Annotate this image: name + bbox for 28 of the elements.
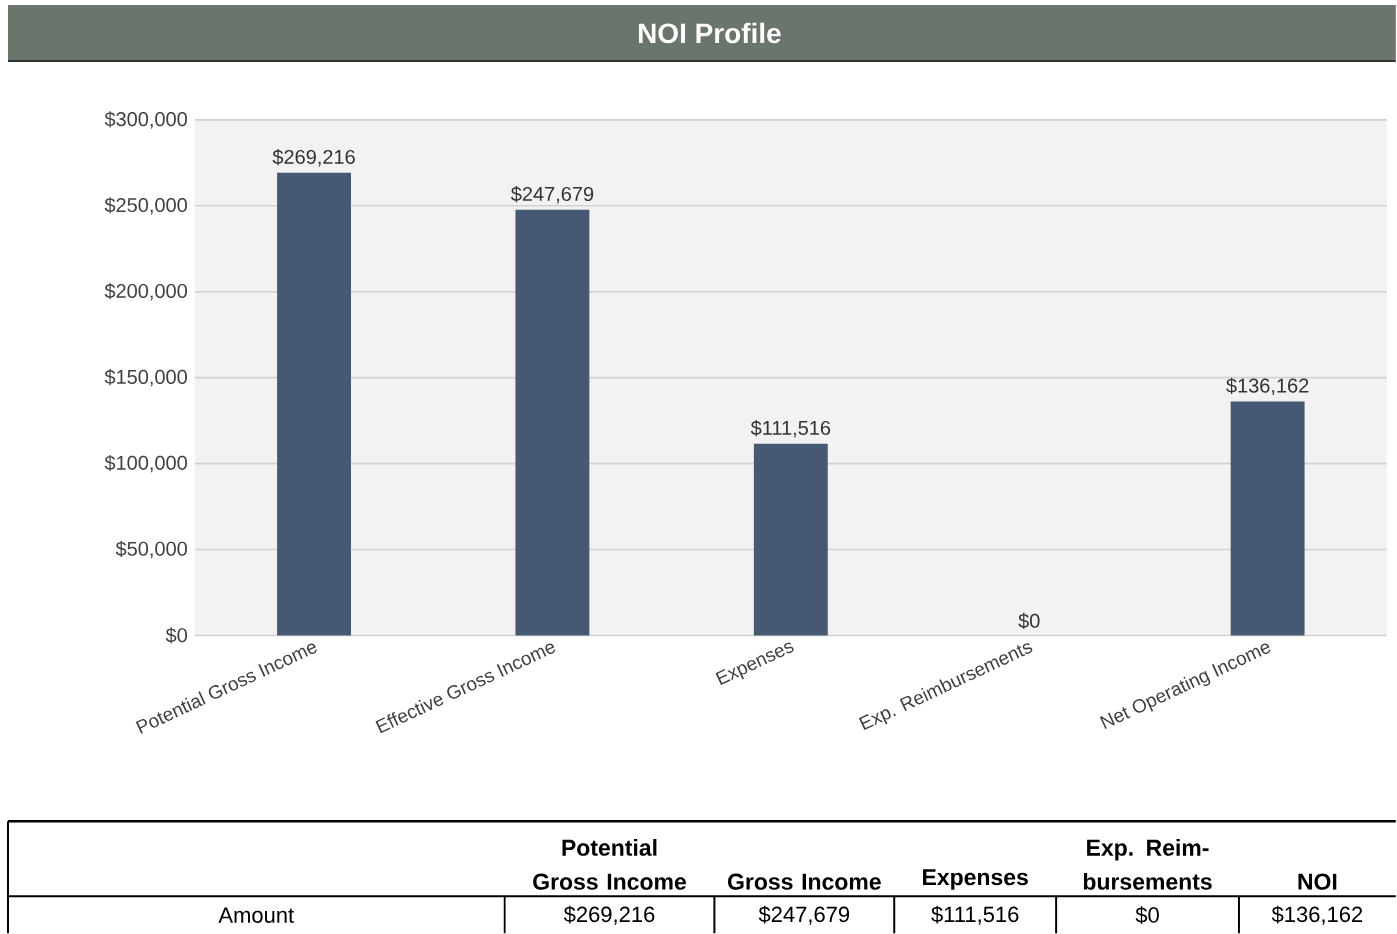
data-label: $247,679 — [510, 185, 594, 204]
text: $0 — [1135, 906, 1159, 925]
chart-title: NOI Profile — [639, 22, 781, 44]
text: Expenses — [923, 869, 1028, 890]
data-label: $0 — [1018, 612, 1040, 629]
text: NOI — [1298, 873, 1337, 890]
y-tick-label: $100,000 — [104, 454, 187, 473]
y-tick-label: $0 — [165, 627, 187, 644]
text: Amount — [218, 907, 294, 923]
bar — [515, 209, 590, 636]
bar — [1230, 401, 1305, 636]
y-tick-label: $250,000 — [104, 197, 187, 215]
data-label: $136,162 — [1226, 377, 1309, 395]
text: $111,516 — [931, 905, 1019, 925]
text: $269,216 — [563, 905, 655, 925]
text: Gross Income — [727, 873, 881, 890]
data-label: $111,516 — [750, 419, 831, 438]
text: $247,679 — [758, 905, 850, 925]
bar — [277, 172, 351, 636]
text: $136,162 — [1271, 905, 1363, 925]
y-tick-label: $50,000 — [115, 540, 187, 559]
y-tick-label: $300,000 — [104, 111, 187, 129]
text: Potential Gross Income — [533, 838, 686, 890]
data-label: $269,216 — [272, 148, 355, 167]
y-tick-label: $200,000 — [104, 282, 187, 301]
y-tick-label: $150,000 — [104, 368, 187, 387]
text: Exp. Reim-bursements — [1083, 838, 1212, 890]
bar — [753, 443, 828, 636]
